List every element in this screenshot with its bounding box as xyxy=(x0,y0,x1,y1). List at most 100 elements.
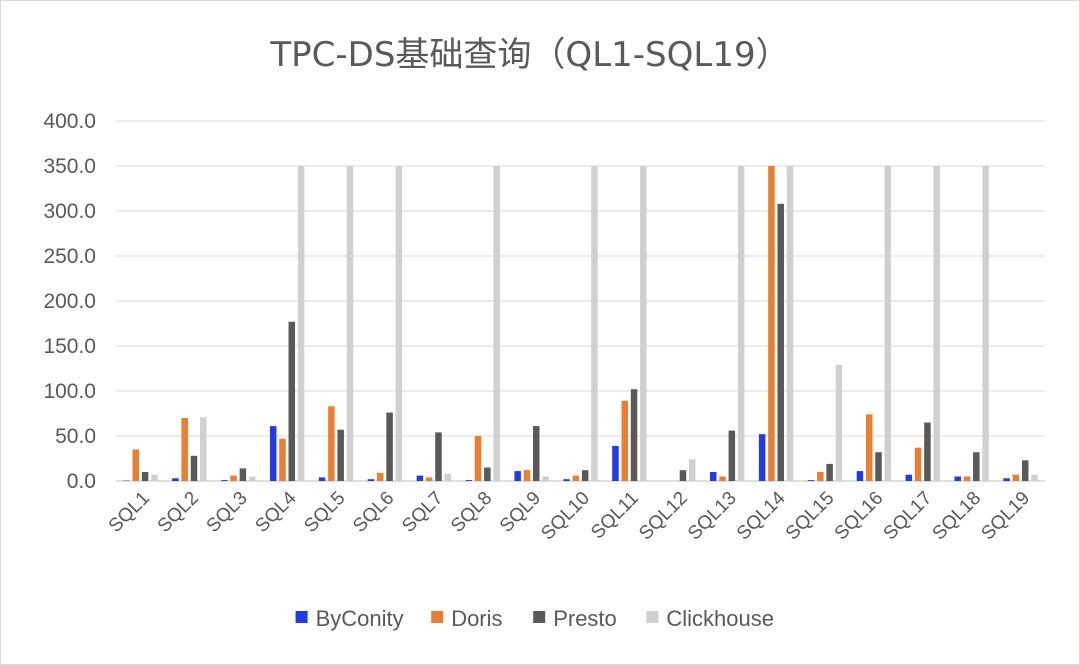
x-axis: SQL1 SQL2 SQL3 SQL4 SQL5 SQL6 SQL7 SQL8 SQL9SQL1… xyxy=(105,487,1034,544)
bar-doris-sql2 xyxy=(181,418,188,481)
bar-clickhouse-sql15 xyxy=(835,364,843,481)
bar-presto-sql6 xyxy=(386,412,393,481)
bar-doris-sql6 xyxy=(377,472,384,481)
bar-presto-sql3 xyxy=(239,468,247,481)
bar-presto-sql10 xyxy=(581,470,589,481)
bar-clickhouse-sql1 xyxy=(151,474,158,481)
x-tick-label: SQL8 xyxy=(447,488,496,537)
bar-doris-sql10 xyxy=(572,475,580,481)
gridlines xyxy=(116,120,1045,482)
bar-clickhouse-sql3 xyxy=(248,476,256,481)
bar-byconity-sql13 xyxy=(709,472,717,481)
bar-doris-sql19 xyxy=(1012,474,1020,481)
legend-label-presto: Presto xyxy=(553,606,617,631)
bar-byconity-sql10 xyxy=(563,479,570,481)
x-tick-label: SQL14 xyxy=(733,487,790,544)
bar-presto-sql8 xyxy=(484,467,491,481)
x-tick-label: SQL4 xyxy=(251,487,301,537)
y-tick-label: 100.0 xyxy=(43,380,96,403)
bar-presto-sql12 xyxy=(679,470,687,481)
bar-doris-sql8 xyxy=(474,436,482,481)
bar-presto-sql13 xyxy=(728,430,736,481)
bar-presto-sql15 xyxy=(826,463,833,481)
x-tick-label: SQL13 xyxy=(684,488,741,545)
bar-doris-sql9 xyxy=(523,470,531,481)
bar-clickhouse-sql14 xyxy=(786,166,794,481)
x-tick-label: SQL17 xyxy=(880,488,937,545)
bar-byconity-sql6 xyxy=(367,479,375,481)
legend-label-clickhouse: Clickhouse xyxy=(666,606,774,631)
bar-presto-sql4 xyxy=(288,321,296,481)
bar-clickhouse-sql7 xyxy=(444,473,452,481)
bar-byconity-sql8 xyxy=(465,480,473,481)
y-tick-label: 350.0 xyxy=(43,155,96,178)
chart-title: TPC-DS基础查询（QL1-SQL19） xyxy=(269,35,789,75)
bar-doris-sql17 xyxy=(914,447,922,481)
bars xyxy=(123,166,1038,482)
x-tick-label: SQL10 xyxy=(537,488,594,545)
bar-byconity-sql17 xyxy=(905,474,913,481)
bar-presto-sql17 xyxy=(924,422,931,481)
bar-clickhouse-sql16 xyxy=(884,166,892,481)
bar-presto-sql9 xyxy=(533,426,540,481)
x-tick-label: SQL5 xyxy=(300,488,349,537)
bar-presto-sql1 xyxy=(141,472,149,481)
bar-presto-sql2 xyxy=(190,455,198,481)
y-tick-label: 50.0 xyxy=(55,425,96,448)
bar-presto-sql14 xyxy=(777,203,784,482)
bar-byconity-sql11 xyxy=(612,445,619,481)
legend-label-byconity: ByConity xyxy=(316,606,404,631)
x-tick-label: SQL15 xyxy=(782,488,839,545)
bar-presto-sql16 xyxy=(875,452,882,481)
bar-clickhouse-sql19 xyxy=(1031,474,1038,481)
bar-doris-sql3 xyxy=(230,475,237,481)
bar-byconity-sql14 xyxy=(758,434,766,481)
bar-byconity-sql5 xyxy=(318,477,326,481)
legend-swatch-presto xyxy=(533,611,546,623)
x-tick-label: SQL6 xyxy=(349,488,398,537)
bar-doris-sql14 xyxy=(768,166,775,481)
x-tick-label: SQL19 xyxy=(977,488,1034,545)
y-tick-label: 0.0 xyxy=(67,470,96,493)
x-tick-label: SQL3 xyxy=(203,488,252,537)
bar-clickhouse-sql2 xyxy=(200,417,207,481)
bar-byconity-sql19 xyxy=(1003,478,1010,481)
bar-doris-sql18 xyxy=(963,476,971,481)
bar-byconity-sql15 xyxy=(807,480,815,481)
bar-doris-sql7 xyxy=(425,477,433,481)
y-axis: 0.0 50.0 100.0 150.0 200.0 250.0 300.0 350.0 400… xyxy=(43,110,96,493)
bar-doris-sql4 xyxy=(279,438,286,481)
y-tick-label: 250.0 xyxy=(43,245,96,268)
legend-swatch-doris xyxy=(431,611,444,623)
y-tick-label: 200.0 xyxy=(43,290,96,313)
bar-byconity-sql7 xyxy=(416,475,424,481)
y-tick-label: 300.0 xyxy=(43,200,96,223)
bar-byconity-sql2 xyxy=(172,478,179,481)
x-tick-label: SQL11 xyxy=(587,488,643,544)
bar-clickhouse-sql9 xyxy=(542,476,549,481)
bar-clickhouse-sql13 xyxy=(737,166,745,481)
bar-doris-sql13 xyxy=(719,476,726,481)
bar-presto-sql19 xyxy=(1021,460,1029,481)
bar-presto-sql18 xyxy=(973,452,980,481)
bar-clickhouse-sql11 xyxy=(640,166,647,481)
legend-swatch-byconity xyxy=(295,611,308,623)
bar-byconity-sql3 xyxy=(221,480,228,481)
bar-byconity-sql4 xyxy=(269,426,277,481)
bar-byconity-sql18 xyxy=(954,476,961,481)
bar-doris-sql5 xyxy=(328,406,335,481)
bar-presto-sql7 xyxy=(435,432,442,481)
bar-clickhouse-sql5 xyxy=(346,166,354,481)
x-tick-label: SQL2 xyxy=(154,488,203,537)
bar-byconity-sql16 xyxy=(856,471,864,481)
legend-swatch-clickhouse xyxy=(646,611,659,623)
bar-doris-sql16 xyxy=(865,414,873,481)
x-tick-label: SQL1 xyxy=(105,488,154,537)
x-tick-label: SQL7 xyxy=(398,488,447,537)
bar-presto-sql11 xyxy=(630,389,638,481)
x-tick-label: SQL12 xyxy=(635,488,692,545)
bar-presto-sql5 xyxy=(337,429,344,481)
bar-clickhouse-sql17 xyxy=(933,166,940,481)
